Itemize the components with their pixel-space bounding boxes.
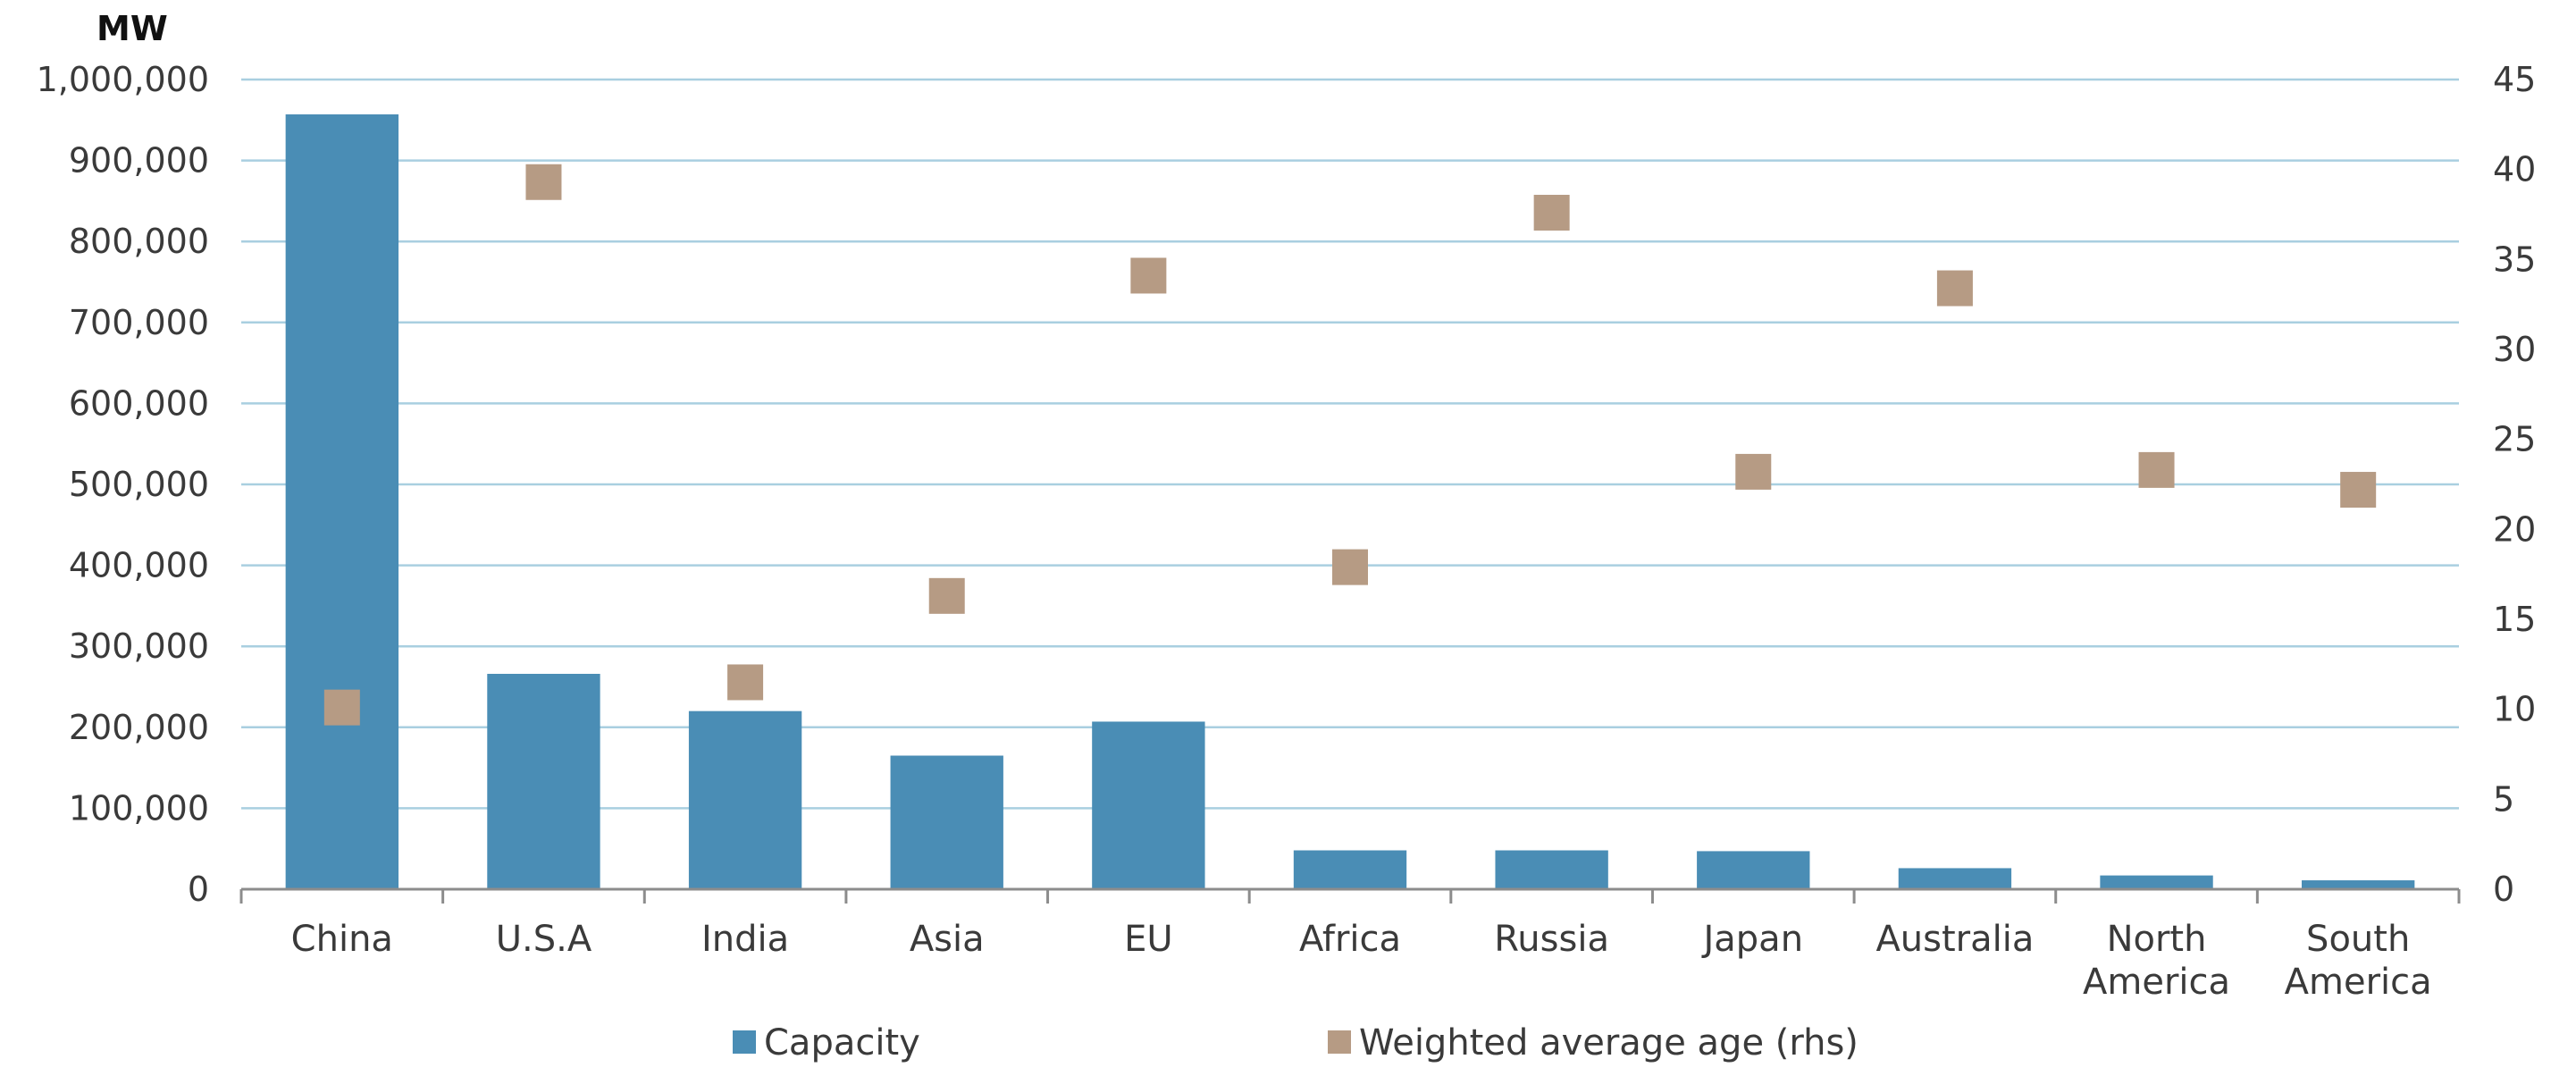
gridlines bbox=[241, 78, 2459, 810]
right-tick-label: 40 bbox=[2493, 150, 2536, 189]
right-tick-label: 25 bbox=[2493, 420, 2536, 459]
left-tick-label: 1,000,000 bbox=[37, 60, 209, 99]
capacity-bar bbox=[1495, 850, 1608, 889]
category-label: Africa bbox=[1299, 919, 1401, 960]
capacity-bar bbox=[1092, 721, 1205, 889]
age-marker bbox=[2138, 451, 2175, 488]
left-tick-label: 200,000 bbox=[69, 708, 209, 747]
legend-age-swatch bbox=[1328, 1030, 1351, 1054]
capacity-bar bbox=[688, 710, 802, 889]
legend-capacity-swatch bbox=[733, 1030, 756, 1054]
capacity-bars bbox=[285, 113, 2415, 889]
capacity-bar bbox=[2100, 875, 2213, 889]
age-marker bbox=[323, 689, 360, 726]
category-label: Russia bbox=[1494, 919, 1609, 960]
x-axis bbox=[239, 887, 2461, 904]
category-label: EU bbox=[1124, 919, 1173, 960]
left-tick-label: 600,000 bbox=[69, 383, 209, 423]
age-marker bbox=[1735, 453, 1772, 490]
age-marker bbox=[1936, 270, 1973, 307]
legend-capacity-label: Capacity bbox=[764, 1022, 920, 1063]
left-tick-label: 800,000 bbox=[69, 222, 209, 261]
category-label: South bbox=[2306, 919, 2410, 960]
age-marker bbox=[1130, 257, 1167, 294]
age-marker bbox=[2340, 472, 2377, 509]
capacity-bar bbox=[487, 674, 600, 889]
capacity-bar bbox=[285, 113, 399, 889]
category-label: Japan bbox=[1700, 919, 1803, 960]
category-label: U.S.A bbox=[496, 919, 592, 960]
age-marker bbox=[1533, 194, 1570, 231]
right-tick-label: 35 bbox=[2493, 240, 2536, 279]
left-tick-label: 900,000 bbox=[69, 141, 209, 181]
left-tick-label: 700,000 bbox=[69, 303, 209, 342]
right-tick-label: 15 bbox=[2493, 600, 2536, 639]
right-tick-label: 45 bbox=[2493, 60, 2536, 99]
left-tick-label: 500,000 bbox=[69, 465, 209, 504]
category-labels: China U.S.A India Asia EU Africa Russia Japan Au… bbox=[291, 919, 2432, 1003]
legend-age-label: Weighted average age (rhs) bbox=[1359, 1022, 1859, 1063]
legend: Capacity Weighted average age (rhs) bbox=[733, 1022, 1859, 1063]
capacity-bar bbox=[1697, 851, 1810, 889]
age-marker bbox=[727, 664, 764, 701]
left-tick-label: 0 bbox=[188, 870, 209, 909]
left-axis-ticks: 0 100,000 200,000 300,000 400,000 500,000 600,… bbox=[37, 60, 209, 909]
category-label: America bbox=[2285, 962, 2432, 1003]
age-marker bbox=[928, 577, 965, 614]
y-axis-unit-label: MW bbox=[96, 9, 168, 48]
left-tick-label: 300,000 bbox=[69, 626, 209, 666]
capacity-bar bbox=[890, 755, 1003, 889]
left-tick-label: 100,000 bbox=[69, 788, 209, 828]
left-tick-label: 400,000 bbox=[69, 546, 209, 585]
right-tick-label: 20 bbox=[2493, 509, 2536, 549]
category-label: China bbox=[291, 919, 393, 960]
age-marker bbox=[525, 164, 562, 200]
right-axis-ticks: 0 5 10 15 20 25 30 35 40 45 bbox=[2493, 60, 2536, 909]
right-tick-label: 30 bbox=[2493, 330, 2536, 369]
category-label: Asia bbox=[910, 919, 985, 960]
age-marker bbox=[1332, 549, 1368, 585]
right-tick-label: 0 bbox=[2493, 870, 2514, 909]
capacity-bar bbox=[1293, 850, 1407, 889]
right-tick-label: 10 bbox=[2493, 690, 2536, 729]
category-label: India bbox=[701, 919, 789, 960]
category-label: Australia bbox=[1875, 919, 2034, 960]
age-markers bbox=[323, 164, 2377, 726]
category-label: America bbox=[2083, 962, 2230, 1003]
category-label: North bbox=[2107, 919, 2207, 960]
capacity-bar bbox=[1898, 868, 2012, 889]
right-tick-label: 5 bbox=[2493, 779, 2514, 819]
capacity-bar bbox=[2302, 880, 2415, 889]
